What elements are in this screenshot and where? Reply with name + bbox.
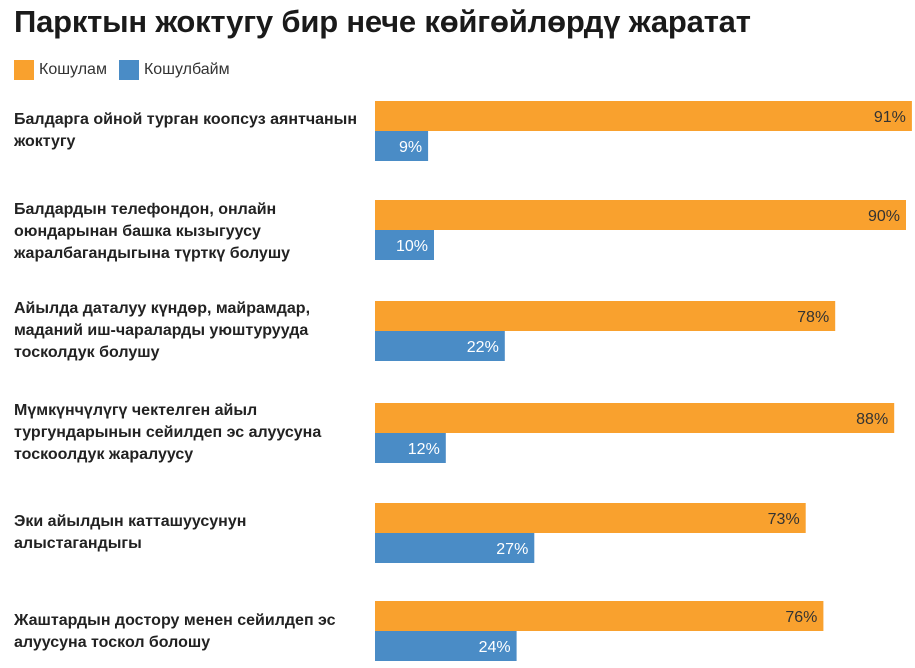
data-label-disagree-1: 9% [399,139,422,156]
bar-agree-2 [375,200,906,230]
category-label-3: Айылда даталуу күндөр, майрамдар, мадани… [14,300,311,361]
data-label-disagree-4: 12% [408,441,440,458]
bar-disagree-1 [375,131,429,161]
bar-agree-6 [375,601,824,631]
bar-agree-5 [375,503,806,533]
data-label-agree-1: 91% [874,109,906,126]
data-label-disagree-5: 27% [496,541,528,558]
bar-agree-1 [375,101,912,131]
category-label-2: Балдардын телефондон, онлайн оюндарынан … [14,201,291,262]
bar-disagree-2 [375,230,434,260]
legend-label-disagree: Кошулбайм [143,61,230,78]
bar-disagree-5 [375,533,535,563]
legend-swatch-disagree [118,60,139,80]
bar-disagree-6 [375,631,517,661]
legend-label-agree: Кошулам [39,61,107,78]
data-label-agree-4: 88% [856,411,888,428]
legend-swatch-agree [14,60,34,80]
data-label-agree-2: 90% [868,208,900,225]
data-label-agree-5: 73% [768,511,800,528]
bar-disagree-4 [375,433,446,463]
category-label-5: Эки айылдын катташуусунун алыстагандыгы [14,513,247,552]
data-label-disagree-3: 22% [467,339,499,356]
bar-agree-3 [375,301,836,331]
legend: Кошулам Кошулбайм [14,60,242,80]
legend-item-disagree: Кошулбайм [118,60,230,80]
chart-title: Парктын жоктугу бир нече көйгөйлөрдү жар… [14,4,751,39]
data-label-agree-6: 76% [785,609,817,626]
data-label-disagree-6: 24% [479,639,511,656]
data-label-agree-3: 78% [797,309,829,326]
category-label-6: Жаштардын достору менен сейилдеп эс алуу… [14,612,336,651]
data-label-disagree-2: 10% [396,238,428,255]
bar-agree-4 [375,403,895,433]
category-label-4: Мүмкүнчүлүгү чектелген айыл тургундарыны… [14,402,322,463]
legend-item-agree: Кошулам [14,60,107,80]
category-label-1: Балдарга ойной турган коопсуз аянтчанын … [14,111,357,150]
bar-disagree-3 [375,331,505,361]
